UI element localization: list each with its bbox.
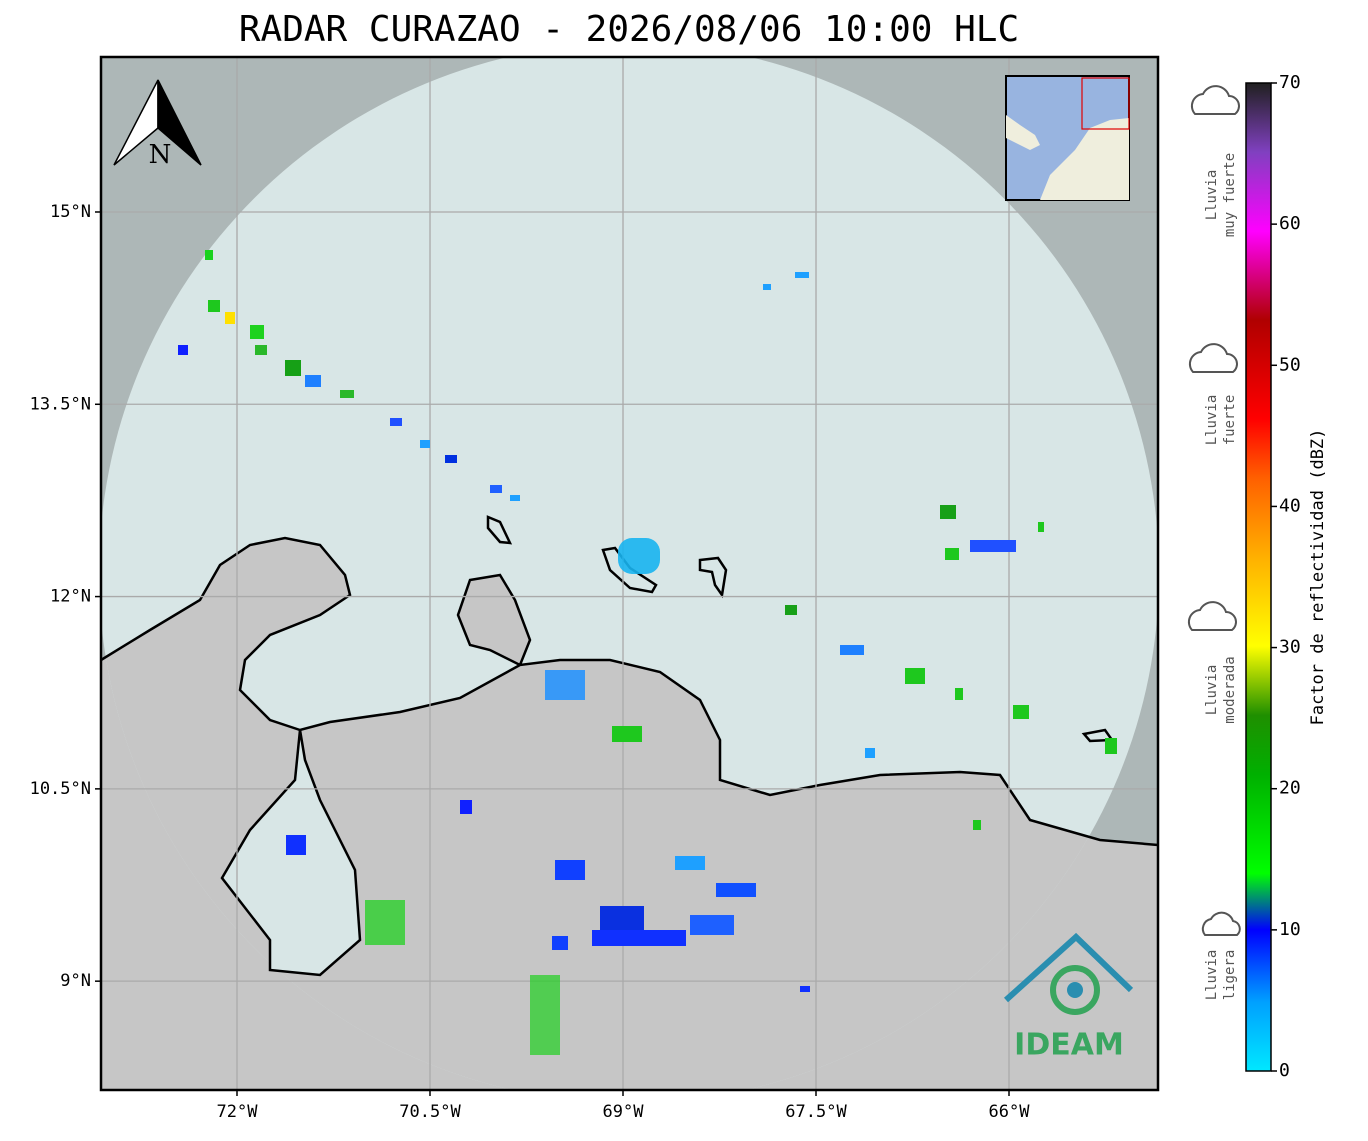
- x-tick-label: 70.5°W: [399, 1102, 461, 1122]
- x-tick-label: 66°W: [989, 1102, 1031, 1122]
- x-tick-label: 67.5°W: [785, 1102, 847, 1122]
- coastline: [101, 536, 1158, 847]
- inset-map: [1005, 75, 1130, 201]
- intensity-label: Lluvia: [1204, 395, 1220, 446]
- x-tick-label: 69°W: [603, 1102, 645, 1122]
- rain-icon: [1187, 85, 1241, 936]
- colorbar-tick-label: 0: [1279, 1060, 1290, 1081]
- title: RADAR CURAZAO - 2026/08/06 10:00 HLC: [239, 9, 1019, 50]
- colorbar-tick-label: 70: [1279, 72, 1301, 93]
- north-label: N: [149, 140, 172, 170]
- island-aruba: [486, 515, 513, 545]
- colorbar: [1245, 82, 1272, 1072]
- y-tick-label: 15°N: [50, 202, 91, 222]
- colorbar-ticks: 0 10 20 30 40 50 60 70: [1271, 72, 1301, 1081]
- island-bonaire: [698, 556, 728, 599]
- intensity-label: Lluvia: [1204, 665, 1220, 716]
- intensity-label: muy fuerte: [1222, 153, 1238, 237]
- colorbar-label: Factor de reflectividad (dBZ): [1308, 429, 1328, 726]
- intensity-label: Lluvia: [1204, 950, 1220, 1001]
- colorbar-tick-label: 40: [1279, 495, 1301, 516]
- logo-text: IDEAM: [1014, 1028, 1124, 1063]
- map-area: N IDEAM: [101, 57, 1158, 1090]
- logo: IDEAM: [1003, 932, 1134, 1063]
- north-arrow: N: [113, 79, 202, 170]
- y-tick-label: 9°N: [60, 971, 91, 991]
- colorbar-tick-label: 60: [1279, 213, 1301, 234]
- intensity-label: ligera: [1222, 950, 1238, 1001]
- intensity-label: Lluvia: [1204, 170, 1220, 221]
- colorbar-tick-label: 50: [1279, 354, 1301, 375]
- y-tick-label: 13.5°N: [30, 394, 91, 414]
- colorbar-tick-label: 10: [1279, 919, 1301, 940]
- colorbar-tick-label: 30: [1279, 637, 1301, 658]
- y-tick-label: 10.5°N: [30, 779, 91, 799]
- intensity-label: fuerte: [1222, 395, 1238, 446]
- plot-frame: [99, 55, 1160, 1092]
- y-tick-label: 12°N: [50, 587, 91, 607]
- radar-echoes: [178, 250, 1117, 1055]
- intensity-label: moderada: [1222, 656, 1238, 723]
- colorbar-tick-label: 20: [1279, 778, 1301, 799]
- x-tick-label: 72°W: [217, 1102, 259, 1122]
- axis-ticks: 72°W 70.5°W 69°W 67.5°W 66°W 15°N 13.5°N 12°N 10…: [30, 202, 1031, 1122]
